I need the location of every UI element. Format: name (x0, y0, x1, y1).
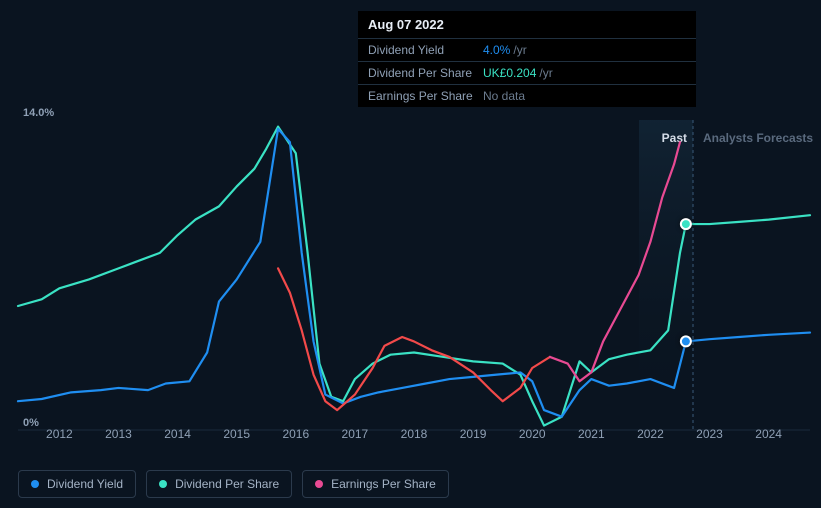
legend-label: Earnings Per Share (331, 477, 436, 491)
svg-text:2019: 2019 (460, 427, 487, 441)
svg-text:2013: 2013 (105, 427, 132, 441)
dividend-chart: 0% 14.0% 2012 2013 2014 2015 2016 2017 2018 2019 2… (0, 0, 821, 508)
legend-label: Dividend Yield (47, 477, 123, 491)
svg-text:2014: 2014 (164, 427, 191, 441)
legend-label: Dividend Per Share (175, 477, 279, 491)
chart-tooltip: Aug 07 2022 Dividend Yield4.0%/yrDividen… (357, 10, 697, 108)
svg-text:Analysts Forecasts: Analysts Forecasts (703, 131, 813, 145)
svg-text:14.0%: 14.0% (23, 107, 54, 119)
svg-text:2012: 2012 (46, 427, 73, 441)
svg-text:2023: 2023 (696, 427, 723, 441)
svg-text:2015: 2015 (223, 427, 250, 441)
svg-text:2017: 2017 (342, 427, 369, 441)
svg-text:0%: 0% (23, 417, 39, 429)
svg-text:2018: 2018 (401, 427, 428, 441)
legend-item-earnings-per-share[interactable]: Earnings Per Share (302, 470, 449, 498)
chart-legend: Dividend Yield Dividend Per Share Earnin… (18, 470, 449, 498)
svg-text:2021: 2021 (578, 427, 605, 441)
svg-text:2016: 2016 (282, 427, 309, 441)
legend-item-dividend-per-share[interactable]: Dividend Per Share (146, 470, 292, 498)
tooltip-date: Aug 07 2022 (358, 11, 696, 38)
svg-text:2024: 2024 (755, 427, 782, 441)
svg-text:Past: Past (662, 131, 687, 145)
legend-item-dividend-yield[interactable]: Dividend Yield (18, 470, 136, 498)
svg-text:2020: 2020 (519, 427, 546, 441)
